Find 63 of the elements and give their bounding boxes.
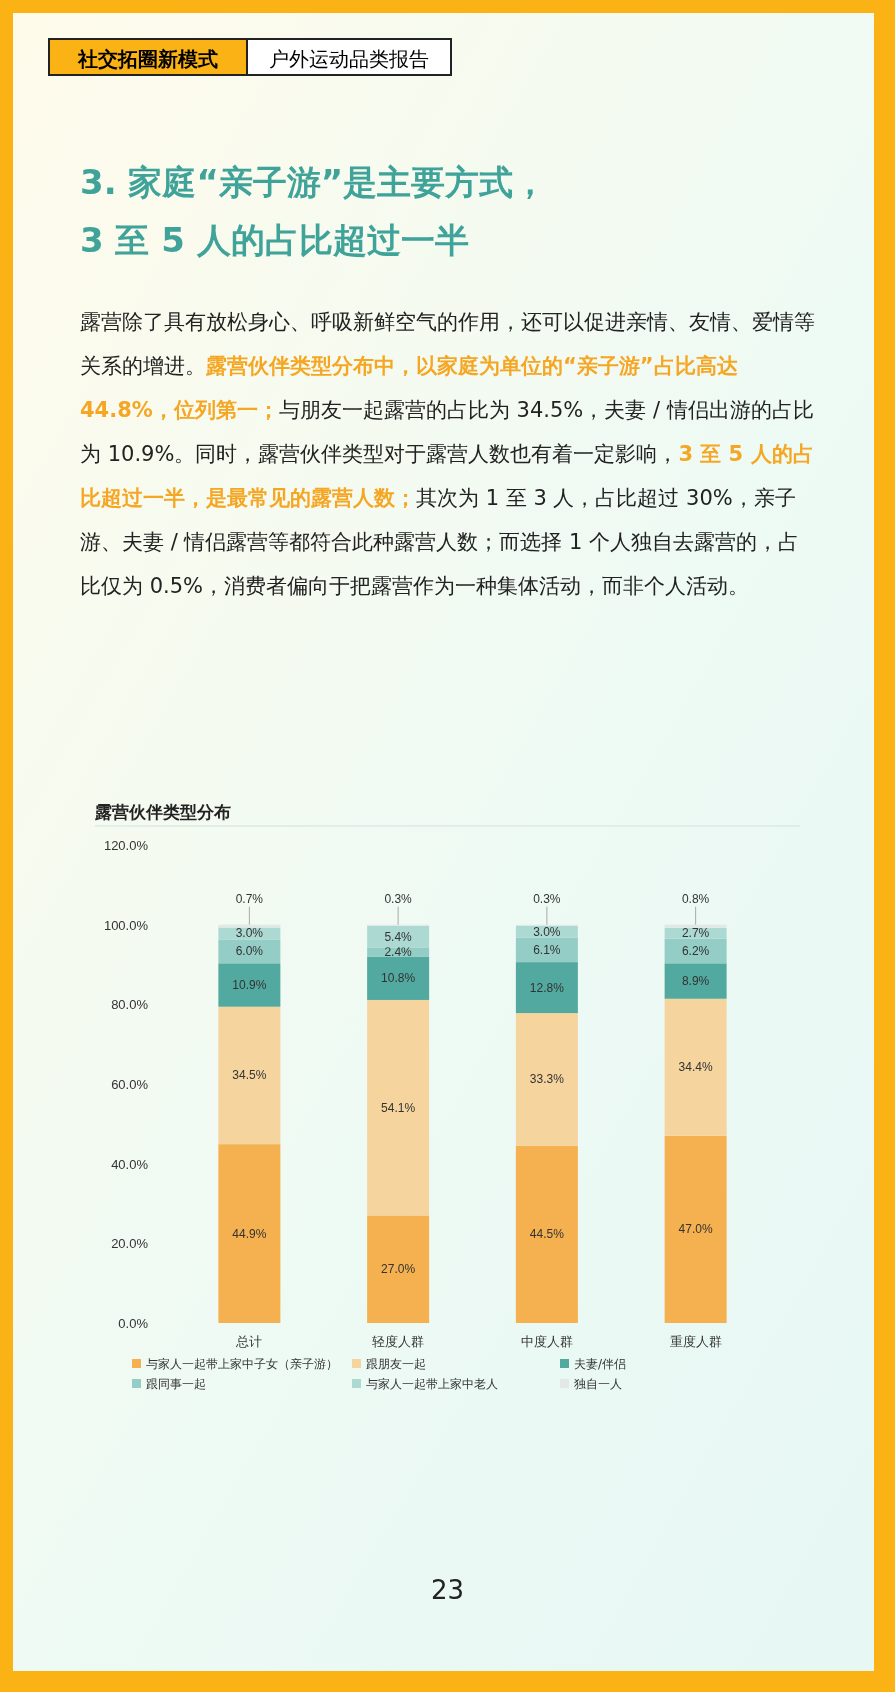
data-label: 27.0% [381, 1262, 416, 1277]
data-label: 2.7% [681, 926, 710, 941]
data-label: 0.8% [681, 891, 710, 906]
text: 户外运动品类报告 [246, 38, 452, 76]
y-tick-label: 120.0% [103, 838, 149, 853]
data-label: 10.8% [381, 971, 416, 986]
bar [515, 962, 578, 1014]
bar [664, 924, 727, 928]
text: 3. 家庭“亲子游”是主要方式， [80, 161, 548, 204]
y-tick-label: 60.0% [111, 1077, 149, 1092]
data-label: 3.0% [235, 926, 264, 941]
legend-label: 与家人一起带上家中子女（亲子游） [146, 1357, 338, 1371]
data-label: 47.0% [678, 1222, 713, 1237]
y-tick-label: 40.0% [111, 1156, 149, 1172]
bar [515, 1013, 578, 1146]
data-label: 3.0% [533, 924, 561, 939]
legend-label: 跟同事一起 [146, 1377, 206, 1391]
data-label: 34.4% [678, 1060, 713, 1075]
y-tick-label: 0.0% [118, 1316, 149, 1331]
bar [218, 1006, 281, 1145]
bar [664, 963, 727, 999]
data-label: 34.5% [232, 1068, 267, 1083]
y-tick-label: 100.0% [103, 917, 149, 933]
legend-label: 跟朋友一起 [366, 1357, 426, 1371]
bar [664, 1135, 727, 1323]
data-label: 12.8% [529, 980, 565, 995]
data-label: 10.9% [232, 978, 267, 993]
text: 社交拓圈新模式 [48, 38, 248, 76]
bar [664, 998, 727, 1136]
data-label: 33.3% [529, 1072, 565, 1087]
text: 23 [429, 1575, 466, 1605]
bar [515, 1145, 578, 1323]
text: 露营除了具有放松身心、呼吸新鲜空气的作用，还可以促进亲情、友情、爱情等关系的增进。露营伙伴类型分布中，以家庭为单位的“亲子游”占比高达 44.8%，位列第一；与朋友一起露营的占比为 34.5%，夫妻 / 情侣出游的占比为 10.9%。同时，露营伙伴类型对于露营人数也有着一定影响，3 至 5 人的占比超过一半，是最常见的露营人数；其次为 1 至 3 人，占比超过 30%，亲子游、夫妻 / 情侣露营等都符合此种露营人数；而选择 1 个人独自去露营的，占比仅为 0.5%，消费者偏向于把露营作为一种集体活动，而非个人活动。 [80, 310, 815, 598]
data-label: 0.7% [235, 891, 264, 906]
y-tick-label: 80.0% [111, 997, 149, 1013]
data-label: 8.9% [681, 974, 710, 989]
bar [367, 956, 430, 1000]
x-tick-label: 轻度人群 [372, 1334, 425, 1349]
text: 3 至 5 人的占比超过一半 [80, 219, 469, 262]
data-label: 6.0% [235, 944, 264, 959]
data-label: 0.3% [384, 891, 413, 906]
chart-title: 露营伙伴类型分布 [94, 802, 231, 822]
data-label: 54.1% [381, 1100, 416, 1115]
legend-label: 夫妻/伴侣 [574, 1357, 627, 1371]
bar [218, 1144, 281, 1323]
data-label: 44.9% [232, 1226, 267, 1241]
legend-label: 与家人一起带上家中老人 [366, 1377, 498, 1391]
bar [367, 999, 430, 1216]
bar [218, 939, 281, 964]
data-label: 44.5% [529, 1227, 565, 1242]
bar [367, 1215, 430, 1323]
data-label: 6.2% [681, 943, 710, 958]
x-tick-label: 总计 [235, 1334, 263, 1349]
data-label: 0.3% [533, 891, 561, 906]
data-label: 2.4% [384, 945, 413, 960]
y-tick-label: 20.0% [111, 1236, 149, 1252]
legend-label: 独自一人 [574, 1377, 622, 1391]
data-label: 6.1% [533, 942, 561, 957]
data-label: 5.4% [384, 929, 413, 944]
x-tick-label: 重度人群 [669, 1334, 722, 1349]
bar [515, 937, 578, 963]
x-tick-label: 中度人群 [520, 1334, 573, 1349]
bar [218, 963, 281, 1007]
